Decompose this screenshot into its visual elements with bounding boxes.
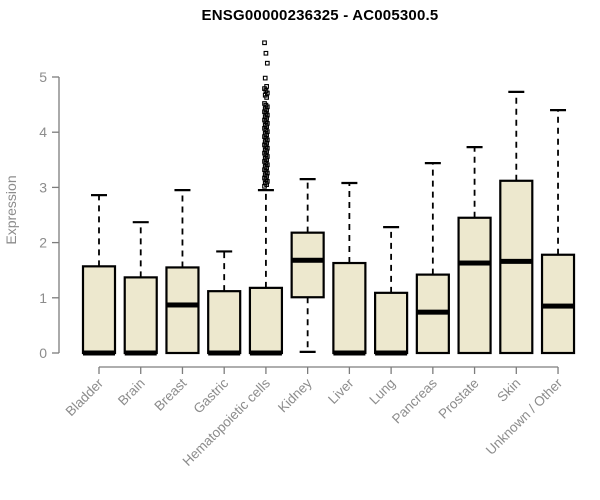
y-tick-label: 3 [39,179,47,195]
median-bar [458,260,491,266]
median-bar [83,350,115,356]
x-tick-label-gastric: Gastric [190,375,231,416]
box-kidney [290,178,325,353]
outlier-point [264,95,269,100]
x-tick-label-breast: Breast [151,375,189,413]
x-tick-label-kidney: Kidney [275,375,315,415]
x-tick-label-unknown-other: Unknown / Other [483,375,566,458]
x-tick-label-bladder: Bladder [63,375,107,419]
iqr-box [290,231,325,299]
median-bar [291,257,324,263]
box-prostate [457,146,492,355]
box-skin [499,90,534,355]
y-axis: 0 1 2 3 4 5 [39,69,60,361]
x-tick-label-skin: Skin [494,376,523,405]
y-tick-label: 1 [39,290,47,306]
iqr-box [248,286,284,355]
median-bar [416,309,449,315]
iqr-box [332,261,367,355]
median-bar [500,258,533,264]
box-breast [165,189,200,355]
x-tick-label-prostate: Prostate [436,376,482,422]
box-lung [374,226,409,356]
outlier-point [262,183,267,189]
iqr-box [81,265,117,355]
x-tick-label-brain: Brain [115,376,148,409]
median-bar [542,303,575,309]
box-bladder [81,194,117,356]
iqr-box [374,291,409,355]
box-gastric [207,250,242,356]
outlier-point [262,40,267,46]
x-tick-label-liver: Liver [325,375,357,407]
iqr-box [123,276,158,355]
y-tick-label: 4 [39,124,47,140]
iqr-box [457,216,492,355]
outlier-point [264,60,270,66]
outlier-point [262,75,268,81]
iqr-box [499,179,534,355]
chart-title: ENSG00000236325 - AC005300.5 [201,7,439,24]
x-tick-label-lung: Lung [366,376,398,408]
median-bar [124,350,157,356]
box-hematopoietic-cells [248,40,284,356]
median-bar [375,350,408,356]
median-bar [333,350,366,356]
y-axis-title: Expression [3,175,19,245]
y-tick-label: 0 [39,345,47,361]
iqr-box [165,266,200,355]
median-bar [166,302,199,308]
outlier-point [263,50,269,56]
median-bar [249,350,282,356]
box-liver [332,181,367,356]
box-pancreas [415,162,450,355]
iqr-box [207,290,242,355]
y-tick-label: 2 [39,235,47,251]
y-tick-label: 5 [39,69,47,85]
box-unknown-other [540,109,576,355]
median-bar [208,350,241,356]
x-tick-label-pancreas: Pancreas [389,375,440,426]
box-brain [123,221,158,356]
